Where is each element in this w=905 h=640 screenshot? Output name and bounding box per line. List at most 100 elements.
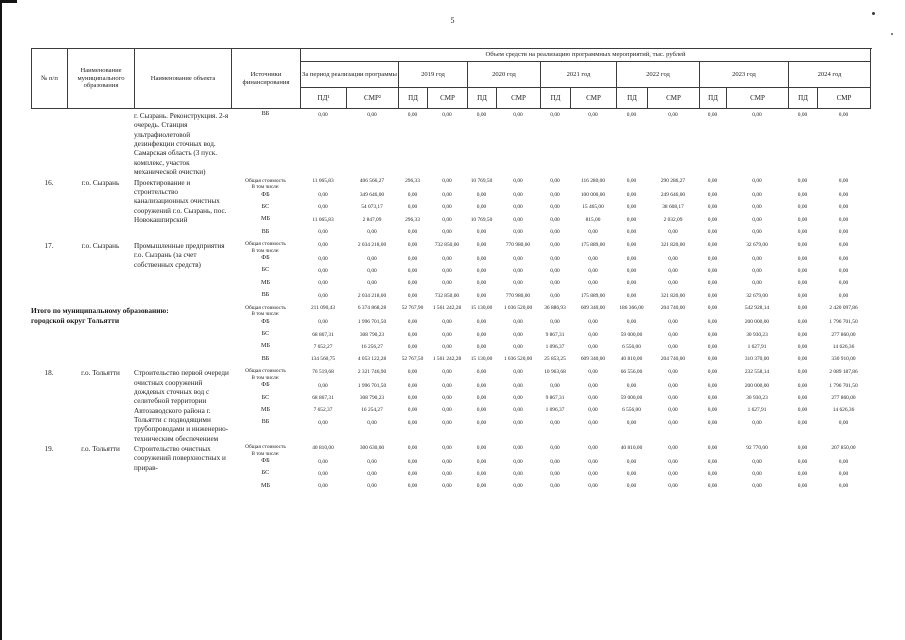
header-sub-smr: СМР xyxy=(497,88,541,109)
finance-source-sublabel: В том числе: xyxy=(251,311,280,318)
object-name: г. Сызрань. Реконструкция. 2-я очередь. … xyxy=(134,112,229,177)
value-cell: 0,00 xyxy=(550,111,560,118)
value-cell: 0,00 xyxy=(513,192,523,199)
municipality-name: г.о. Тольятти xyxy=(81,445,120,454)
value-cell: 0,00 xyxy=(752,192,762,199)
header-sub-pd: ПД xyxy=(617,88,648,109)
value-cell: 0,00 xyxy=(513,407,523,414)
value-cell: 0,00 xyxy=(550,382,560,389)
finance-line: БС 0,00 0,00 0,00 0,00 0,00 0,00 0,00 0,00 0,00 0,… xyxy=(231,267,872,279)
value-cell: 0,00 xyxy=(442,280,452,287)
value-cell: 0,00 xyxy=(513,458,523,465)
finance-line: МБ 7 652,27 16 256,27 0,00 0,00 0,00 0,00 1 096… xyxy=(231,343,872,355)
value-cell: 0,00 xyxy=(707,419,718,426)
value-cell: 0,00 xyxy=(318,483,328,490)
value-cell: 204 740,00 xyxy=(660,356,686,363)
value-cell: 0,00 xyxy=(476,204,487,211)
value-cell: 4 053 122,28 xyxy=(357,356,387,363)
value-cell: 0,00 xyxy=(407,458,418,465)
value-cell: 0,00 xyxy=(752,216,762,223)
value-cell: 204 740,00 xyxy=(660,305,686,312)
value-cell: 15 465,00 xyxy=(582,204,604,211)
value-cell: 0,00 xyxy=(407,407,418,414)
value-cell: 0,00 xyxy=(442,229,452,236)
value-cell: 0,00 xyxy=(407,470,418,477)
row-number: 19. xyxy=(44,445,54,454)
value-cell: 0,00 xyxy=(797,407,808,414)
value-cell: 0,00 xyxy=(550,458,560,465)
value-cell: 0,00 xyxy=(752,267,762,274)
table-header: № п/п Наименование муниципального образо… xyxy=(31,48,872,109)
value-cell: 0,00 xyxy=(668,267,678,274)
value-cell: 0,00 xyxy=(626,419,637,426)
value-cell: 0,00 xyxy=(668,331,678,338)
value-cell: 116 280,00 xyxy=(580,178,606,185)
row-number: 16. xyxy=(44,178,54,187)
value-cell: 7 652,37 xyxy=(313,407,333,414)
value-cell: 0,00 xyxy=(626,458,637,465)
value-cell: 308 790,23 xyxy=(359,395,385,402)
header-volume-title: Объем средств на реализацию программных … xyxy=(301,49,871,62)
finance-source-label: ВБ xyxy=(231,355,300,363)
header-sub-smr: СМР xyxy=(648,88,700,109)
scan-mark-artifact xyxy=(0,0,17,3)
value-cell: 0,00 xyxy=(707,292,718,299)
finance-source-label: ФБ xyxy=(231,381,300,389)
value-cell: 0,00 xyxy=(668,419,678,426)
value-cell: 0,00 xyxy=(513,395,523,402)
value-cell: 14 626,36 xyxy=(832,407,855,414)
value-cell: 0,00 xyxy=(668,255,678,262)
value-cell: 0,00 xyxy=(797,111,808,118)
value-cell: 296,33 xyxy=(405,216,420,223)
value-cell: 0,00 xyxy=(442,419,452,426)
value-cell: 0,00 xyxy=(707,483,718,490)
value-cell: 0,00 xyxy=(318,382,328,389)
value-cell: 0,00 xyxy=(550,241,560,248)
value-cell: 0,00 xyxy=(407,192,418,199)
value-cell: 0,00 xyxy=(550,192,560,199)
finance-source-name: БС xyxy=(261,266,270,274)
finance-source-name: МБ xyxy=(260,278,271,286)
value-cell: 0,00 xyxy=(588,458,598,465)
row-number: 18. xyxy=(44,369,54,378)
value-cell: 1 561 242,28 xyxy=(432,356,462,363)
value-cell: 0,00 xyxy=(707,319,718,326)
value-cell: 0,00 xyxy=(668,111,678,118)
value-cell: 0,00 xyxy=(407,319,418,326)
value-cell: 0,00 xyxy=(442,444,452,451)
header-sub-smr: СМР xyxy=(571,88,617,109)
finance-line: ФБ 0,00 1 996 701,50 0,00 0,00 0,00 0,00 0,00 0,… xyxy=(231,381,872,394)
value-cell: 0,00 xyxy=(407,419,418,426)
value-cell: 0,00 xyxy=(668,280,678,287)
value-cell: 0,00 xyxy=(476,192,487,199)
value-cell: 0,00 xyxy=(707,280,718,287)
value-cell: 40 810,00 xyxy=(312,444,334,451)
value-cell: 134 560,75 xyxy=(310,356,336,363)
finance-source-name: МБ xyxy=(260,405,271,413)
value-cell: 16 256,27 xyxy=(361,343,383,350)
municipality-name: г.о. Сызрань xyxy=(81,242,120,251)
value-cell: 0,00 xyxy=(318,111,328,118)
value-cell: 609 340,00 xyxy=(580,356,606,363)
finance-source-label: Общая стоимость В том числе: xyxy=(231,368,300,381)
value-cell: 175 889,00 xyxy=(580,241,606,248)
value-cell: 0,00 xyxy=(752,178,762,185)
finance-source-label: ВБ xyxy=(231,228,300,236)
value-cell: 0,00 xyxy=(588,382,598,389)
value-cell: 0,00 xyxy=(707,241,718,248)
value-cell: 0,00 xyxy=(407,292,418,299)
value-cell: 0,00 xyxy=(367,458,377,465)
value-cell: 0,00 xyxy=(550,292,560,299)
finance-source-sublabel: В том числе: xyxy=(251,184,280,190)
value-cell: 0,00 xyxy=(707,382,718,389)
finance-source-label: Общая стоимость В том числе: xyxy=(231,305,300,318)
value-cell: 0,00 xyxy=(797,319,808,326)
value-cell: 1 627,91 xyxy=(747,407,767,414)
value-cell: 14 626,36 xyxy=(832,343,855,350)
value-cell: 0,00 xyxy=(442,267,452,274)
finance-stack: Общая стоимость В том числе: 40 810,00 300 … xyxy=(231,444,872,495)
value-cell: 0,00 xyxy=(668,382,678,389)
value-cell: 68 867,31 xyxy=(312,395,334,402)
value-cell: 2 321 746,90 xyxy=(357,368,387,375)
value-cell: 0,00 xyxy=(476,111,487,118)
